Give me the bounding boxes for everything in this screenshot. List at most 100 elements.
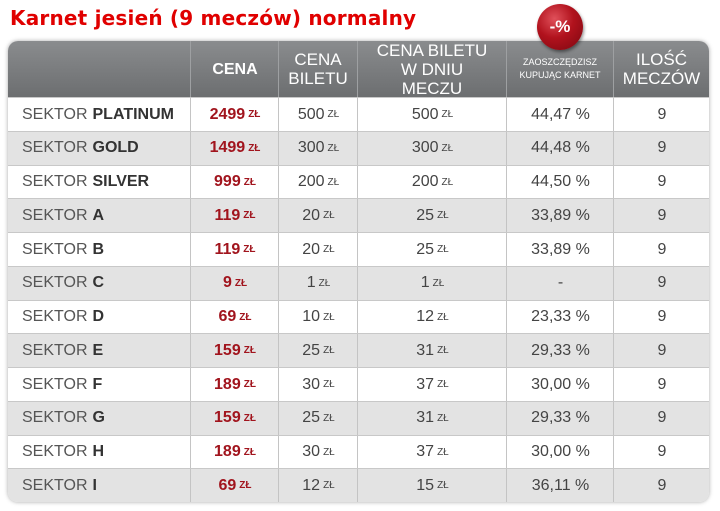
matches-cell: 9	[613, 368, 709, 401]
sector-cell: SEKTOR E	[8, 334, 190, 367]
matches-value: 9	[657, 341, 667, 359]
matchday-price-cell: 25 ZŁ	[357, 199, 507, 233]
matchday-price-cell: 31 ZŁ	[357, 401, 507, 435]
season-price-value: 1499	[209, 139, 246, 157]
sector-name: G	[92, 409, 105, 427]
sector-prefix: SEKTOR	[22, 341, 88, 359]
ticket-price-value: 25	[302, 409, 321, 427]
savings-value: 23,33 %	[531, 308, 590, 325]
sector-name: PLATINUM	[92, 105, 174, 123]
currency-label: ZŁ	[323, 311, 335, 323]
currency-label: ZŁ	[327, 176, 340, 188]
savings-cell: 44,47 %	[506, 98, 614, 131]
savings-value: 44,47 %	[531, 105, 590, 123]
matchday-price-value: 31	[416, 341, 435, 359]
sector-name: E	[92, 341, 104, 359]
matches-value: 9	[657, 476, 667, 494]
table-row: SEKTOR G 159 ZŁ 25 ZŁ 31 ZŁ 29,33 % 9	[8, 400, 709, 435]
currency-label: ZŁ	[327, 109, 340, 120]
season-price-cell: 2499 ZŁ	[190, 98, 279, 131]
currency-label: ZŁ	[441, 109, 454, 120]
currency-label: ZŁ	[437, 379, 449, 390]
ticket-price-cell: 300 ZŁ	[278, 131, 358, 165]
ticket-price-value: 20	[302, 240, 321, 258]
ticket-price-value: 500	[297, 105, 325, 123]
savings-cell: 30,00 %	[506, 368, 614, 401]
sector-cell: SEKTOR I	[8, 469, 190, 502]
table-row: SEKTOR PLATINUM 2499 ZŁ 500 ZŁ 500 ZŁ 44,47 % 9	[8, 97, 709, 131]
season-price-cell: 159 ZŁ	[190, 401, 279, 435]
currency-label: ZŁ	[243, 345, 256, 357]
savings-value: 30,00 %	[531, 443, 590, 460]
ticket-price-value: 200	[297, 173, 325, 190]
matchday-price-value: 31	[416, 409, 435, 427]
matches-value: 9	[657, 274, 667, 292]
matchday-price-cell: 500 ZŁ	[357, 98, 507, 131]
currency-label: ZŁ	[437, 345, 449, 357]
matches-value: 9	[657, 443, 667, 460]
table-row: SEKTOR GOLD 1499 ZŁ 300 ZŁ 300 ZŁ 44,48 % 9	[8, 130, 709, 165]
season-price-value: 9	[222, 274, 232, 292]
page-title: Karnet jesień (9 meczów) normalny	[10, 6, 417, 30]
currency-label: ZŁ	[243, 244, 256, 255]
header-ticket-price: CENA BILETU	[278, 41, 357, 97]
ticket-price-cell: 200 ZŁ	[278, 165, 358, 199]
savings-value: 44,50 %	[531, 173, 590, 190]
matchday-price-cell: 37 ZŁ	[357, 435, 507, 469]
currency-label: ZŁ	[437, 311, 449, 323]
sector-prefix: SEKTOR	[22, 173, 88, 190]
currency-label: ZŁ	[441, 176, 454, 188]
currency-label: ZŁ	[234, 277, 248, 289]
ticket-price-cell: 1 ZŁ	[278, 266, 358, 300]
savings-value: 29,33 %	[531, 409, 590, 427]
table-row: SEKTOR C 9 ZŁ 1 ZŁ 1 ZŁ -9	[8, 265, 709, 300]
ticket-price-value: 20	[302, 206, 321, 224]
ticket-price-cell: 500 ZŁ	[278, 98, 358, 131]
ticket-price-value: 25	[302, 341, 321, 359]
currency-label: ZŁ	[323, 446, 335, 458]
sector-name: GOLD	[92, 139, 139, 157]
season-price-value: 159	[214, 409, 241, 427]
ticket-price-value: 1	[306, 274, 316, 292]
matchday-price-cell: 31 ZŁ	[357, 334, 507, 368]
sector-prefix: SEKTOR	[22, 206, 88, 224]
season-price-cell: 119 ZŁ	[190, 233, 279, 266]
sector-prefix: SEKTOR	[22, 139, 88, 157]
currency-label: ZŁ	[239, 311, 252, 323]
matchday-price-value: 25	[416, 240, 435, 258]
table-header: CENA CENA BILETU CENA BILETU W DNIU MECZ…	[8, 41, 709, 98]
season-price-value: 69	[218, 476, 237, 494]
season-ticket-table: CENA CENA BILETU CENA BILETU W DNIU MECZ…	[8, 41, 709, 502]
sector-prefix: SEKTOR	[22, 443, 88, 460]
matches-cell: 9	[613, 469, 709, 502]
savings-value: 36,11 %	[531, 476, 590, 494]
matches-value: 9	[657, 308, 667, 325]
sector-name: SILVER	[92, 173, 150, 190]
season-price-cell: 69 ZŁ	[190, 300, 279, 334]
matchday-price-cell: 37 ZŁ	[357, 368, 507, 401]
table-row: SEKTOR D 69 ZŁ 10 ZŁ 12 ZŁ 23,33 % 9	[8, 299, 709, 334]
savings-value: -	[557, 274, 564, 292]
currency-label: ZŁ	[248, 142, 261, 154]
sector-cell: SEKTOR PLATINUM	[8, 98, 190, 131]
matchday-price-cell: 15 ZŁ	[357, 469, 507, 502]
sector-cell: SEKTOR H	[8, 436, 190, 469]
sector-name: F	[92, 375, 103, 393]
ticket-price-cell: 12 ZŁ	[278, 469, 358, 502]
matchday-price-value: 37	[416, 375, 435, 393]
season-price-value: 189	[214, 443, 241, 460]
currency-label: ZŁ	[323, 345, 335, 357]
currency-label: ZŁ	[243, 210, 256, 222]
ticket-price-cell: 25 ZŁ	[278, 334, 358, 368]
sector-name: D	[92, 308, 105, 325]
sector-prefix: SEKTOR	[22, 105, 88, 123]
matchday-price-value: 37	[416, 443, 435, 460]
matchday-price-value: 300	[411, 139, 439, 157]
season-price-cell: 159 ZŁ	[190, 334, 279, 368]
discount-badge: -%	[537, 4, 583, 50]
header-sector	[8, 41, 190, 97]
savings-value: 29,33 %	[531, 341, 590, 359]
matches-value: 9	[657, 139, 667, 157]
sector-cell: SEKTOR F	[8, 368, 190, 401]
savings-cell: 33,89 %	[506, 199, 614, 233]
